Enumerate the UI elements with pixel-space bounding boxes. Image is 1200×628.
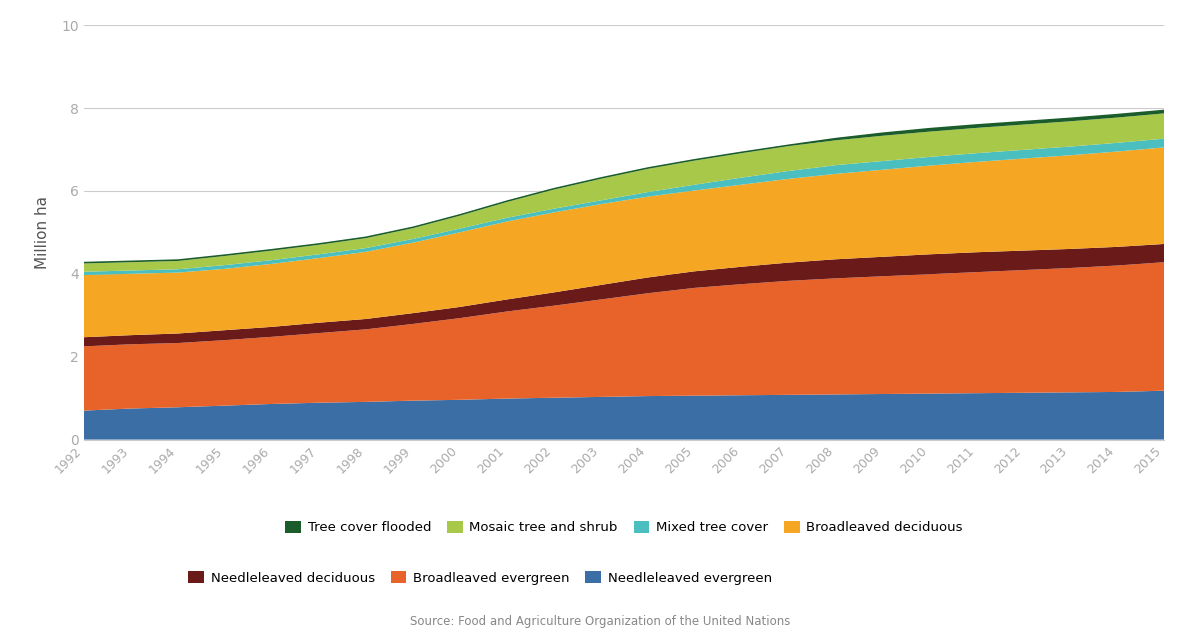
Text: Source: Food and Agriculture Organization of the United Nations: Source: Food and Agriculture Organizatio… bbox=[410, 615, 790, 628]
Legend: Needleleaved deciduous, Broadleaved evergreen, Needleleaved evergreen: Needleleaved deciduous, Broadleaved ever… bbox=[182, 566, 778, 590]
Y-axis label: Million ha: Million ha bbox=[36, 196, 50, 269]
Legend: Tree cover flooded, Mosaic tree and shrub, Mixed tree cover, Broadleaved deciduo: Tree cover flooded, Mosaic tree and shru… bbox=[280, 516, 968, 539]
